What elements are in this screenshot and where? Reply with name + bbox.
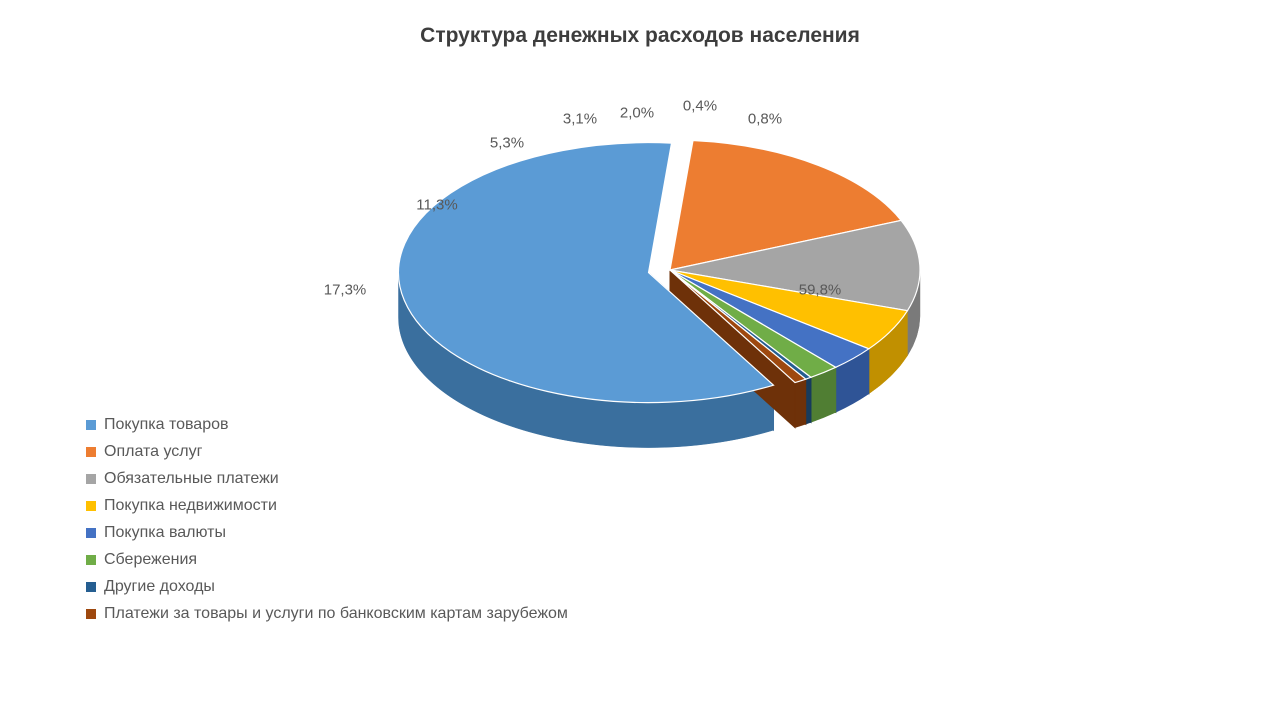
legend-swatch bbox=[86, 447, 96, 457]
legend-item: Другие доходы bbox=[86, 578, 568, 596]
legend: Покупка товаров Оплата услуг Обязательные … bbox=[86, 416, 568, 632]
legend-swatch bbox=[86, 420, 96, 430]
legend-item: Оплата услуг bbox=[86, 443, 568, 461]
legend-label: Оплата услуг bbox=[104, 443, 202, 461]
data-label: 0,8% bbox=[748, 111, 782, 128]
data-label: 11,3% bbox=[416, 197, 457, 214]
legend-label: Сбережения bbox=[104, 551, 197, 569]
legend-label: Обязательные платежи bbox=[104, 470, 279, 488]
legend-label: Покупка товаров bbox=[104, 416, 229, 434]
legend-label: Платежи за товары и услуги по банковским… bbox=[104, 605, 568, 623]
data-label: 0,4% bbox=[683, 98, 717, 115]
data-label: 59,8% bbox=[799, 282, 842, 299]
legend-item: Сбережения bbox=[86, 551, 568, 569]
legend-label: Покупка недвижимости bbox=[104, 497, 277, 515]
legend-swatch bbox=[86, 474, 96, 484]
legend-item: Покупка товаров bbox=[86, 416, 568, 434]
legend-label: Покупка валюты bbox=[104, 524, 226, 542]
chart-title: Структура денежных расходов населения bbox=[0, 24, 1280, 48]
legend-swatch bbox=[86, 609, 96, 619]
legend-item: Покупка недвижимости bbox=[86, 497, 568, 515]
legend-item: Обязательные платежи bbox=[86, 470, 568, 488]
data-label: 3,1% bbox=[563, 111, 597, 128]
legend-swatch bbox=[86, 582, 96, 592]
legend-swatch bbox=[86, 555, 96, 565]
legend-swatch bbox=[86, 501, 96, 511]
data-label: 17,3% bbox=[324, 282, 367, 299]
data-label: 5,3% bbox=[490, 135, 524, 152]
legend-item: Платежи за товары и услуги по банковским… bbox=[86, 605, 568, 623]
legend-label: Другие доходы bbox=[104, 578, 215, 596]
legend-item: Покупка валюты bbox=[86, 524, 568, 542]
data-label: 2,0% bbox=[620, 105, 654, 122]
legend-swatch bbox=[86, 528, 96, 538]
